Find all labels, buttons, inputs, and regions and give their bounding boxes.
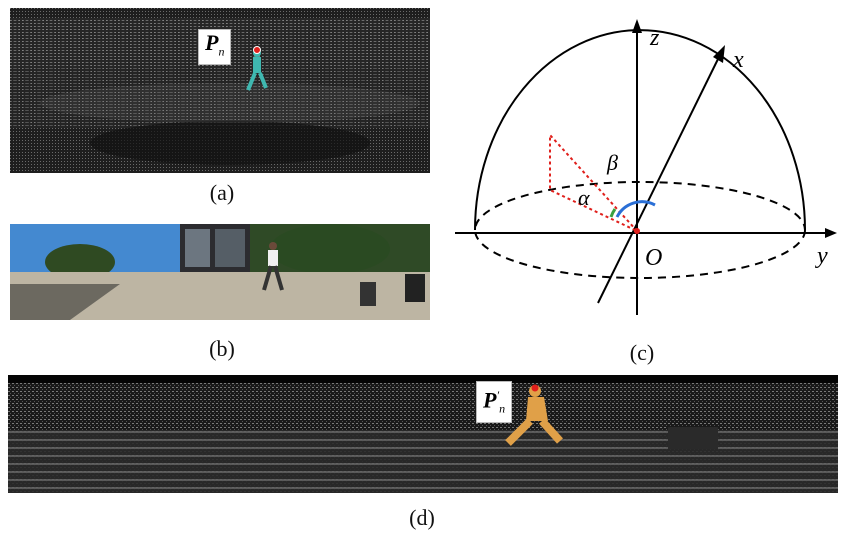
y-axis-label: y	[815, 243, 828, 269]
hemisphere-diagram-c: z x y O α β	[455, 19, 837, 315]
p-n-prime-label: P′n	[476, 381, 513, 423]
rgb-photo-panel-b	[10, 224, 430, 320]
caption-c: (c)	[629, 340, 655, 365]
pedestrian-figure-a	[246, 46, 268, 91]
pedestrian-photo-b	[262, 242, 284, 291]
point-cloud-panel-a: Pn	[10, 8, 430, 173]
beta-arc	[615, 200, 656, 218]
caption-d: (d)	[409, 505, 435, 530]
projection-triangle	[549, 132, 638, 232]
origin-label: O	[645, 245, 662, 271]
x-axis-label: x	[732, 47, 744, 73]
caption-b: (b)	[209, 336, 235, 361]
rgb-photo-b-graphic	[10, 224, 430, 320]
alpha-arc	[609, 208, 617, 218]
pedestrian-figure-d	[505, 384, 563, 446]
point-cloud-panel-d: P′n	[8, 375, 838, 493]
beta-label: β	[606, 150, 618, 175]
caption-a: (a)	[209, 180, 235, 205]
z-axis-label: z	[649, 25, 660, 51]
alpha-label: α	[578, 185, 590, 210]
p-n-label: Pn	[198, 29, 232, 66]
point-cloud-d-graphic	[8, 375, 838, 493]
